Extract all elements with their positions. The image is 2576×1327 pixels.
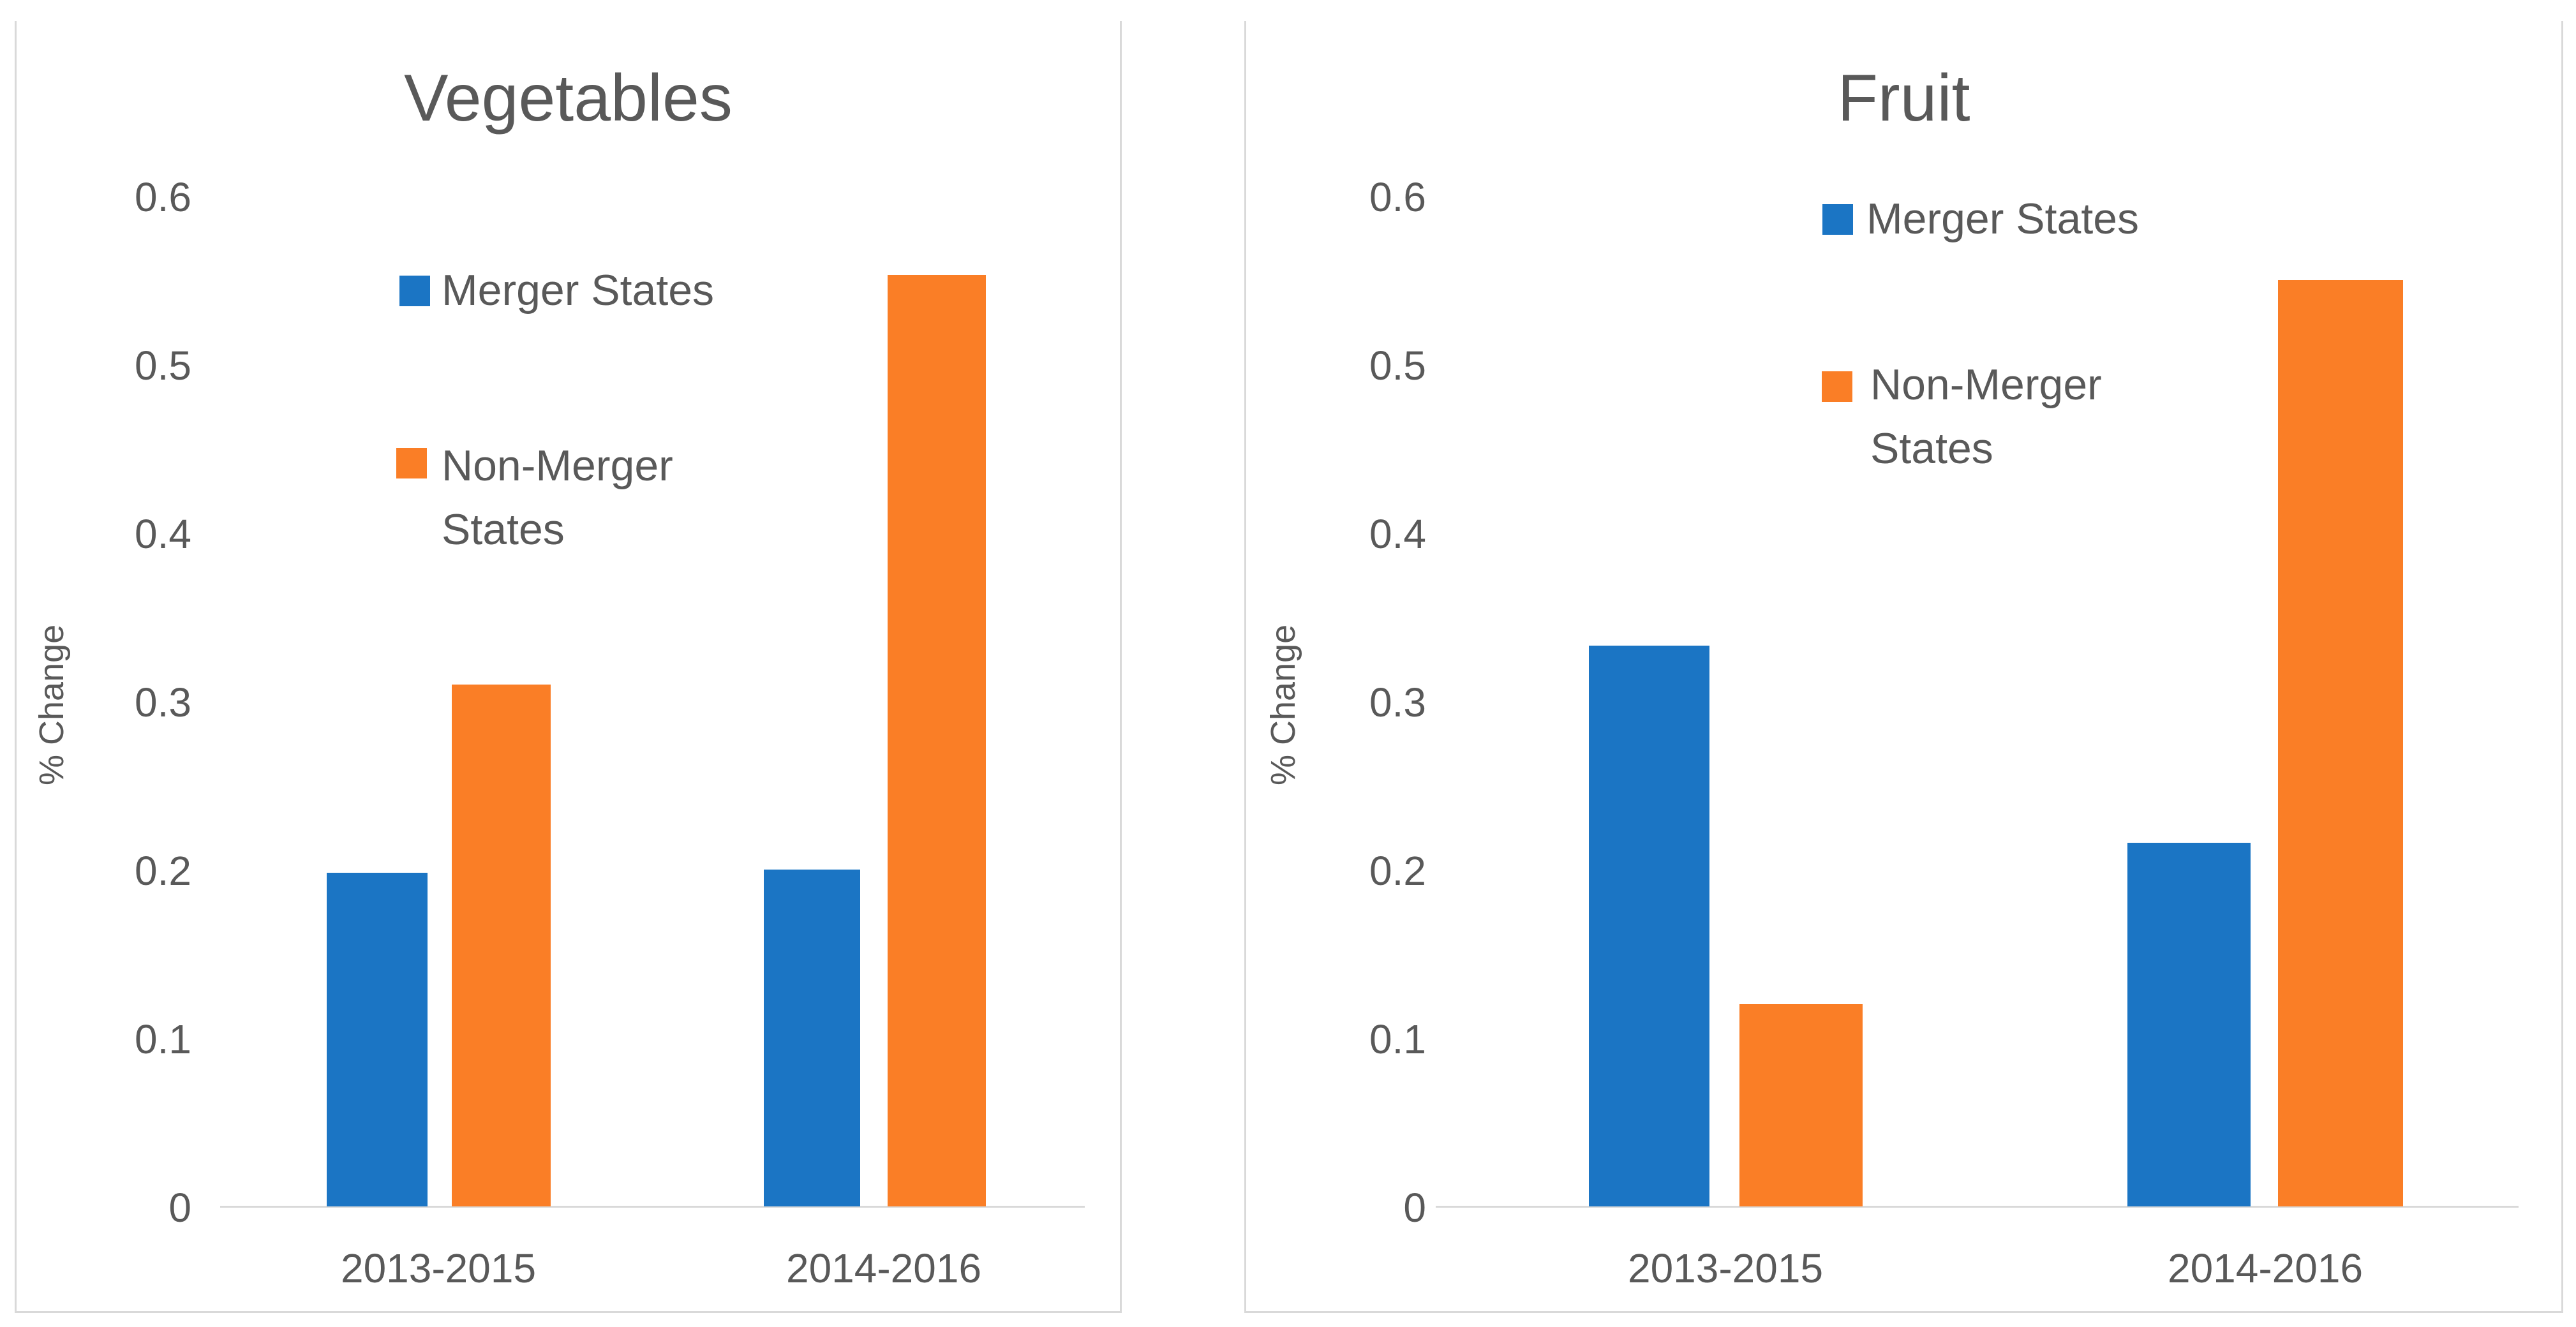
legend-swatch-non-merger-states [396,448,427,478]
y-tick-label: 0.1 [1369,1016,1426,1062]
legend-label-non-merger-states: Non-Merger States [1870,360,2102,473]
legend-label-merger-states: Merger States [1866,195,2140,243]
y-tick-label: 0.1 [135,1016,191,1062]
bar-non-merger-states-2013-2015 [1739,1004,1863,1206]
chart-title: Fruit [1837,61,1970,135]
bar-merger-states-2013-2015 [1589,646,1709,1206]
y-tick-label: 0 [1403,1185,1426,1231]
legend-swatch-merger-states [1822,204,1853,235]
y-tick-label: 0.4 [135,511,191,557]
x-category-label: 2013-2015 [340,1245,537,1291]
legend-swatch-merger-states [399,276,430,306]
x-category-label: 2014-2016 [785,1245,982,1291]
y-tick-label: 0.6 [1369,174,1426,220]
x-category-label: 2014-2016 [2167,1245,2364,1291]
legend-label-merger-states: Merger States [442,266,715,315]
y-tick-label: 0.5 [135,343,191,389]
bar-merger-states-2014-2016 [764,870,860,1206]
y-tick-label: 0.2 [135,848,191,894]
bar-non-merger-states-2014-2016 [888,275,986,1206]
x-axis-line [220,1206,1085,1208]
bar-merger-states-2014-2016 [2127,843,2251,1206]
y-tick-label: 0.5 [1369,343,1426,389]
y-tick-label: 0 [168,1185,191,1231]
bar-non-merger-states-2014-2016 [2278,280,2403,1206]
chart-title: Vegetables [404,61,733,135]
bar-merger-states-2013-2015 [327,873,428,1206]
y-tick-label: 0.2 [1369,848,1426,894]
bar-non-merger-states-2013-2015 [452,685,551,1206]
legend-swatch-non-merger-states [1822,371,1852,402]
y-tick-label: 0.4 [1369,511,1426,557]
y-tick-label: 0.6 [135,174,191,220]
legend-label-non-merger-states: Non-Merger States [442,441,673,554]
x-axis-line [1436,1206,2519,1208]
x-category-label: 2013-2015 [1627,1245,1824,1291]
y-tick-label: 0.3 [1369,679,1426,725]
y-tick-label: 0.3 [135,679,191,725]
